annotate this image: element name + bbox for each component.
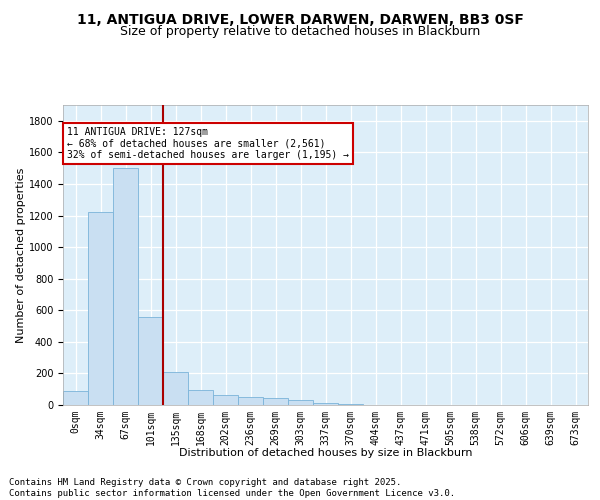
Bar (213, 394, 238, 405)
Bar (313, 402, 338, 405)
Bar (338, 404, 363, 405)
Text: Size of property relative to detached houses in Blackburn: Size of property relative to detached ho… (120, 25, 480, 38)
Bar (163, 372, 188, 405)
Bar (113, 168, 138, 405)
X-axis label: Distribution of detached houses by size in Blackburn: Distribution of detached houses by size … (179, 448, 472, 458)
Text: 11 ANTIGUA DRIVE: 127sqm
← 68% of detached houses are smaller (2,561)
32% of sem: 11 ANTIGUA DRIVE: 127sqm ← 68% of detach… (67, 127, 349, 160)
Bar (188, 390, 213, 405)
Text: Contains HM Land Registry data © Crown copyright and database right 2025.
Contai: Contains HM Land Registry data © Crown c… (9, 478, 455, 498)
Bar (138, 316, 163, 405)
Bar (263, 398, 288, 405)
Bar (238, 397, 263, 405)
Bar (63, 391, 88, 405)
Bar (88, 212, 113, 405)
Text: 11, ANTIGUA DRIVE, LOWER DARWEN, DARWEN, BB3 0SF: 11, ANTIGUA DRIVE, LOWER DARWEN, DARWEN,… (77, 12, 523, 26)
Y-axis label: Number of detached properties: Number of detached properties (16, 168, 26, 342)
Bar (288, 400, 313, 405)
